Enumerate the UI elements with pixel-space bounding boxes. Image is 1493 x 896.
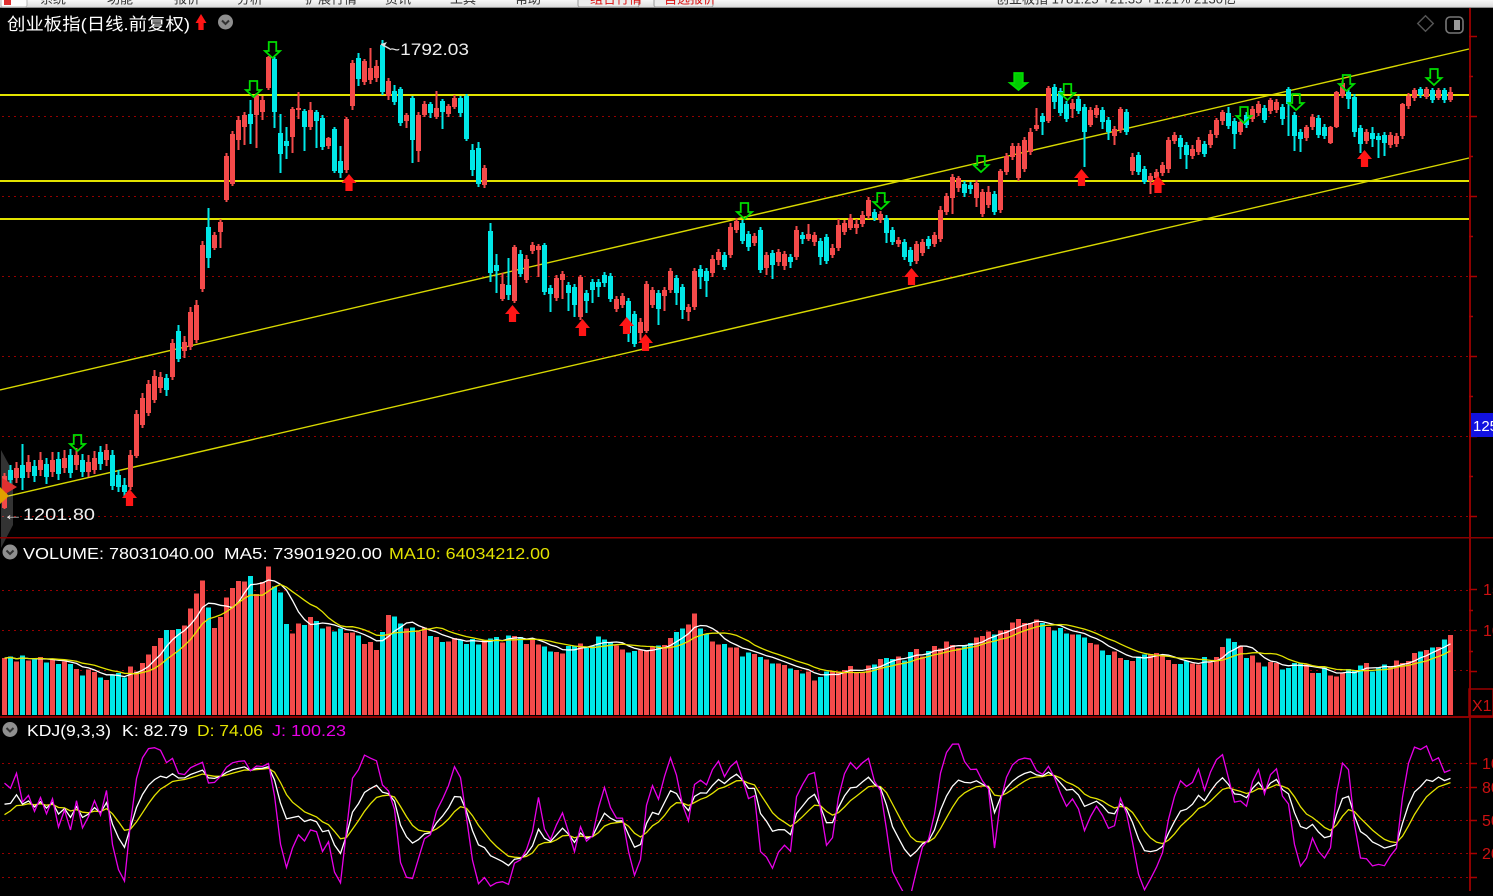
svg-text:创业板指 1781.25 +21.35 +1.21% 2: 创业板指 1781.25 +21.35 +1.21% 2130亿 [996, 0, 1236, 7]
svg-text:15000: 15000 [1483, 582, 1493, 599]
svg-text:创业板指(日线.前复权): 创业板指(日线.前复权) [7, 15, 190, 34]
svg-text:←1201.80: ←1201.80 [3, 505, 95, 524]
svg-text:80: 80 [1482, 780, 1493, 797]
svg-text:分析: 分析 [237, 0, 263, 7]
svg-text:KDJ(9,3,3): KDJ(9,3,3) [27, 723, 111, 740]
svg-text:50: 50 [1482, 813, 1493, 830]
svg-text:自选报价: 自选报价 [664, 0, 716, 7]
svg-text:~1792.03: ~1792.03 [389, 40, 469, 59]
svg-text:VOLUME: 78031040.00: VOLUME: 78031040.00 [23, 546, 214, 563]
svg-text:20: 20 [1482, 846, 1493, 863]
svg-text:扩展行情: 扩展行情 [305, 0, 357, 7]
svg-text:帮助: 帮助 [515, 0, 541, 7]
svg-text:10000: 10000 [1483, 623, 1493, 640]
svg-text:125: 125 [1473, 418, 1493, 435]
svg-text:D: 74.06: D: 74.06 [197, 723, 263, 740]
svg-text:功能: 功能 [107, 0, 133, 7]
svg-text:MA5: 73901920.00: MA5: 73901920.00 [224, 546, 382, 563]
svg-text:系统: 系统 [40, 0, 66, 7]
svg-text:100: 100 [1482, 756, 1493, 773]
svg-text:工具: 工具 [450, 0, 476, 7]
svg-text:资讯: 资讯 [385, 0, 411, 7]
svg-text:组合行情: 组合行情 [590, 0, 642, 7]
svg-text:MA10: 64034212.00: MA10: 64034212.00 [389, 546, 550, 563]
svg-text:X1: X1 [1472, 698, 1492, 715]
svg-text:K: 82.79: K: 82.79 [122, 723, 188, 740]
svg-text:报价: 报价 [174, 0, 200, 7]
svg-text:J: 100.23: J: 100.23 [272, 723, 346, 740]
